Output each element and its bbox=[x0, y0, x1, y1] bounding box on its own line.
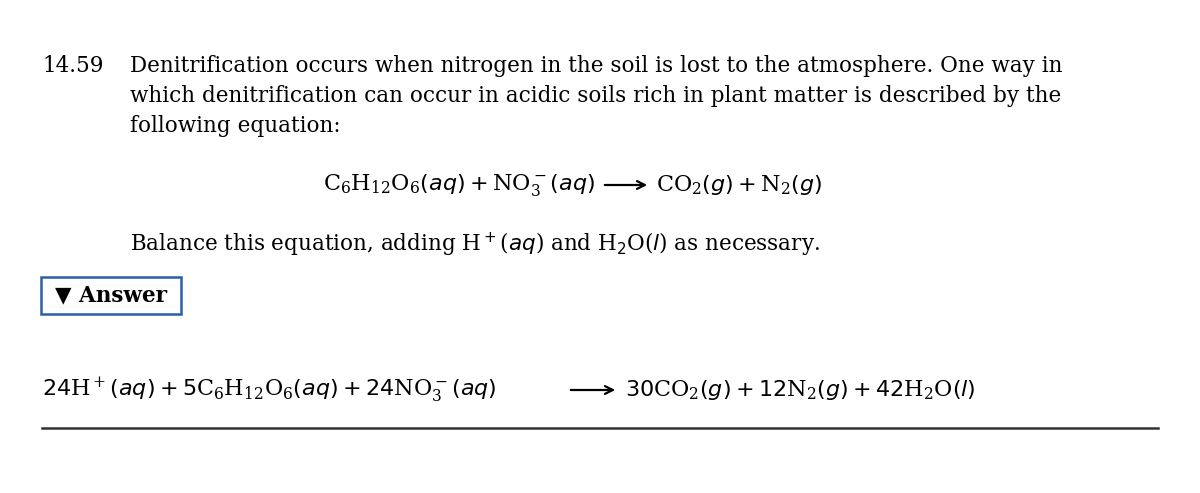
Text: Denitrification occurs when nitrogen in the soil is lost to the atmosphere. One : Denitrification occurs when nitrogen in … bbox=[130, 55, 1062, 77]
Text: which denitrification can occur in acidic soils rich in plant matter is describe: which denitrification can occur in acidi… bbox=[130, 85, 1061, 107]
Text: ▼ Answer: ▼ Answer bbox=[55, 284, 167, 307]
Text: $\mathregular{CO_2}(\mathit{g})+\mathregular{N_2}(\mathit{g})$: $\mathregular{CO_2}(\mathit{g})+\mathreg… bbox=[656, 173, 822, 197]
FancyBboxPatch shape bbox=[41, 277, 181, 314]
Text: Balance this equation, adding H$^+$($\mathit{aq}$) and H$_2$O($\mathit{l}$) as n: Balance this equation, adding H$^+$($\ma… bbox=[130, 230, 820, 258]
Text: following equation:: following equation: bbox=[130, 115, 341, 137]
Text: $24\mathregular{H^+}(\mathit{aq})+5\mathregular{C_6H_{12}O_6}(\mathit{aq})+24\ma: $24\mathregular{H^+}(\mathit{aq})+5\math… bbox=[42, 375, 497, 405]
Text: 14.59: 14.59 bbox=[42, 55, 103, 77]
Text: $30\mathregular{CO_2}(\mathit{g})+12\mathregular{N_2}(\mathit{g})+42\mathregular: $30\mathregular{CO_2}(\mathit{g})+12\mat… bbox=[625, 378, 976, 402]
Text: $\mathregular{C_6H_{12}O_6}(\mathit{aq})+\mathregular{NO_3^-}(\mathit{aq})$: $\mathregular{C_6H_{12}O_6}(\mathit{aq})… bbox=[323, 172, 595, 198]
